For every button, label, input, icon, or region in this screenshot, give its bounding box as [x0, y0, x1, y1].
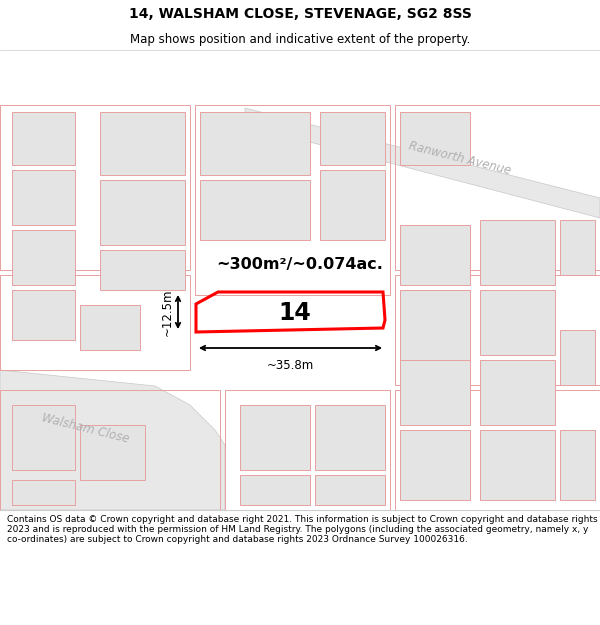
Bar — [12, 112, 75, 165]
Bar — [80, 305, 140, 350]
Bar — [560, 330, 595, 385]
Bar — [480, 290, 555, 355]
Text: ~300m²/~0.074ac.: ~300m²/~0.074ac. — [217, 258, 383, 272]
Bar — [560, 430, 595, 500]
Text: 14: 14 — [278, 301, 311, 325]
Bar — [200, 112, 310, 175]
Polygon shape — [245, 108, 600, 218]
Bar — [400, 225, 470, 285]
Text: 14, WALSHAM CLOSE, STEVENAGE, SG2 8SS: 14, WALSHAM CLOSE, STEVENAGE, SG2 8SS — [128, 7, 472, 21]
Bar — [80, 425, 145, 480]
Bar — [480, 360, 555, 425]
Bar — [400, 430, 470, 500]
Bar — [320, 112, 385, 165]
Bar — [12, 480, 75, 505]
Bar — [240, 405, 310, 470]
Bar — [400, 112, 470, 165]
Bar — [240, 475, 310, 505]
Bar — [12, 290, 75, 340]
Text: ~12.5m: ~12.5m — [161, 288, 174, 336]
Bar — [560, 220, 595, 275]
Bar — [400, 290, 470, 355]
Polygon shape — [0, 370, 225, 510]
Bar — [12, 405, 75, 470]
Bar — [480, 430, 555, 500]
Text: ~35.8m: ~35.8m — [266, 359, 314, 372]
Bar — [320, 170, 385, 240]
Bar — [400, 360, 470, 425]
Text: Map shows position and indicative extent of the property.: Map shows position and indicative extent… — [130, 32, 470, 46]
Bar — [12, 230, 75, 285]
Bar — [100, 250, 185, 290]
Bar — [12, 170, 75, 225]
Bar — [200, 180, 310, 240]
Text: Contains OS data © Crown copyright and database right 2021. This information is : Contains OS data © Crown copyright and d… — [7, 514, 598, 544]
Bar — [315, 405, 385, 470]
Bar — [315, 475, 385, 505]
Bar — [480, 220, 555, 285]
Bar — [400, 290, 470, 360]
Bar — [100, 112, 185, 175]
Text: Ranworth Avenue: Ranworth Avenue — [407, 139, 512, 177]
Bar — [100, 180, 185, 245]
Text: Walsham Close: Walsham Close — [40, 411, 130, 445]
